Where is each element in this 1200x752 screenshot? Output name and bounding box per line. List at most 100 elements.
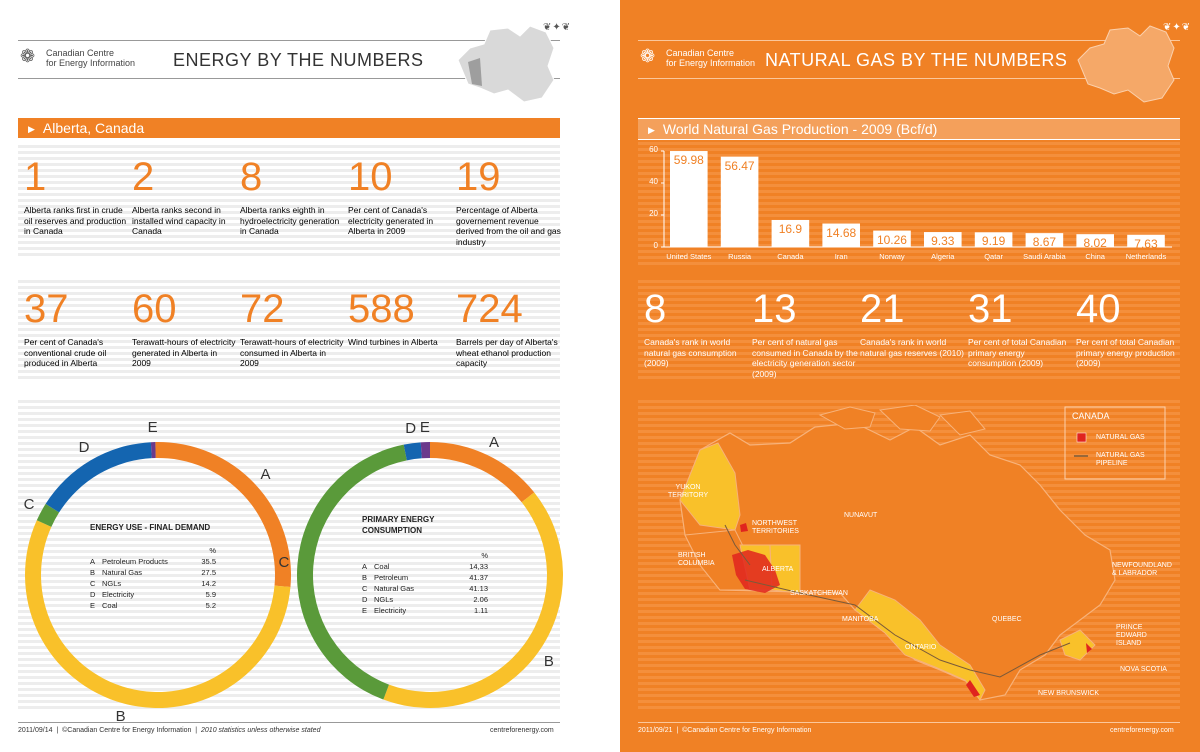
donut-segment-e bbox=[150, 442, 156, 459]
row-key: A bbox=[90, 557, 96, 566]
gas-stat-item: 21 Canada's rank in world natural gas res… bbox=[860, 287, 966, 358]
stat-number: 19 bbox=[456, 155, 501, 199]
stat-description: Barrels per day of Alberta's wheat ethan… bbox=[456, 337, 558, 368]
row-label: Electricity bbox=[102, 590, 135, 599]
bar-value-label: 10.26 bbox=[876, 232, 907, 247]
stat-description: Per cent of Canada's conventional crude … bbox=[24, 337, 107, 368]
table-row: B Natural Gas 27.5 bbox=[90, 567, 216, 578]
stat-number: 37 bbox=[24, 287, 69, 331]
stat-item: 37 Per cent of Canada's conventional crud… bbox=[24, 287, 130, 369]
donut-segment-label: E bbox=[147, 419, 158, 437]
row-label: Coal bbox=[102, 601, 118, 610]
natural-gas-page: ❦✦❦ ❁ Canadian Centre for Energy Informat… bbox=[620, 0, 1200, 752]
row-key: A bbox=[362, 562, 368, 571]
row-key: B bbox=[362, 573, 368, 582]
table-header-row: % bbox=[90, 545, 216, 556]
stat-item: 8 Alberta ranks eighth in hydroelectricit… bbox=[240, 155, 346, 237]
stat-number: 2 bbox=[132, 155, 155, 199]
section-header-world-gas: ▶ World Natural Gas Production - 2009 (Bc… bbox=[638, 118, 1180, 140]
row-value: 5.9 bbox=[205, 590, 216, 599]
stat-description: Canada's rank in world natural gas reser… bbox=[860, 337, 964, 358]
table-row: C NGLs 14.2 bbox=[90, 578, 216, 589]
row-label: Electricity bbox=[374, 606, 407, 615]
stat-description: Terawatt-hours of electricity consumed i… bbox=[240, 337, 344, 368]
bar bbox=[670, 151, 708, 247]
row-key: E bbox=[362, 606, 368, 615]
map-gas-fields bbox=[732, 550, 780, 593]
bar-value-label: 56.47 bbox=[724, 158, 755, 173]
row-value: 14.2 bbox=[201, 579, 216, 588]
gas-stats-row bbox=[638, 280, 1180, 380]
stat-number: 588 bbox=[348, 287, 415, 331]
section-title: World Natural Gas Production - 2009 (Bcf… bbox=[662, 121, 938, 137]
category-label: United States bbox=[666, 252, 712, 261]
table-title: ENERGY USE - FINAL DEMAND bbox=[90, 523, 211, 532]
stat-item: 19 Percentage of Alberta governement reve… bbox=[456, 155, 562, 247]
row-value: 14,33 bbox=[469, 562, 488, 571]
category-label: Netherlands bbox=[1125, 252, 1167, 261]
bar bbox=[1025, 233, 1064, 247]
org-name-line2: for Energy Information bbox=[46, 58, 136, 68]
stat-description: Per cent of total Canadian primary energ… bbox=[1076, 337, 1175, 368]
stat-number: 72 bbox=[240, 287, 285, 331]
stat-description: Wind turbines in Alberta bbox=[348, 337, 438, 347]
stat-number: 31 bbox=[968, 287, 1013, 331]
row-value: 5.2 bbox=[205, 601, 216, 610]
bar-value-label: 14.68 bbox=[826, 225, 857, 240]
row-value: 2.06 bbox=[473, 595, 488, 604]
table-row: B Petroleum 41.37 bbox=[362, 572, 488, 583]
donut-segment-c bbox=[297, 444, 407, 700]
stat-number: 8 bbox=[644, 287, 667, 331]
donut-segment-label: B bbox=[543, 652, 554, 670]
footer-url[interactable]: centreforenergy.com bbox=[1110, 727, 1174, 734]
donut-segment-label: B bbox=[115, 708, 126, 726]
stat-item: 1 Alberta ranks first in crude oil reserv… bbox=[24, 155, 130, 237]
footer-left: 2011/09/14 | ©Canadian Centre for Energy… bbox=[18, 727, 321, 734]
donut-segment-label: E bbox=[419, 419, 430, 437]
header-rule-top bbox=[18, 40, 560, 41]
legend-gas-swatch bbox=[1076, 432, 1087, 443]
donut-segment-c bbox=[36, 503, 60, 527]
bar-value-label: 9.19 bbox=[981, 234, 1006, 249]
legend-gas-label: NATURAL GAS bbox=[1096, 434, 1145, 441]
stat-number: 1 bbox=[24, 155, 47, 199]
stat-description: Alberta ranks second in installed wind c… bbox=[132, 205, 226, 236]
map-pipelines bbox=[744, 579, 1071, 678]
stat-number: 8 bbox=[240, 155, 263, 199]
donut-segment-d bbox=[45, 442, 152, 513]
stats-row-2 bbox=[18, 280, 560, 380]
header-rule-bottom bbox=[18, 78, 560, 79]
donut-segment-b bbox=[383, 492, 563, 708]
stat-description: Per cent of Canada's electricity generat… bbox=[348, 205, 434, 236]
bar bbox=[1127, 234, 1165, 247]
table-unit: % bbox=[209, 546, 216, 555]
category-label: Algeria bbox=[931, 252, 955, 261]
category-label: China bbox=[1085, 252, 1105, 261]
table-row: E Coal 5.2 bbox=[90, 600, 216, 611]
map-label-manitoba: MANITOBA bbox=[842, 616, 879, 623]
stat-description: Per cent of total Canadian primary energ… bbox=[968, 337, 1067, 368]
row-value: 1.11 bbox=[473, 606, 488, 615]
section-header-alberta: ▶ Alberta, Canada bbox=[18, 118, 560, 138]
y-tick-label: 40 bbox=[649, 177, 658, 186]
energy-page: ❦✦❦ ❁ Canadian Centre for Energy Informat… bbox=[18, 22, 571, 734]
row-value: 35.5 bbox=[201, 557, 216, 566]
map-label-quebec: QUEBEC bbox=[992, 616, 1022, 623]
table-row: D Electricity 5.9 bbox=[90, 589, 216, 600]
category-label: Iran bbox=[834, 252, 848, 261]
bar bbox=[1076, 234, 1114, 247]
canada-map-thumbnail bbox=[457, 25, 555, 103]
map-yukon bbox=[679, 442, 741, 531]
footer-copyright: ©Canadian Centre for Energy Information bbox=[62, 727, 192, 734]
donut-primary-energy bbox=[297, 442, 563, 708]
footer-url[interactable]: centreforenergy.com bbox=[490, 727, 554, 734]
row-label: Petroleum bbox=[374, 573, 409, 582]
stat-number: 21 bbox=[860, 287, 905, 331]
map-label-nwt: NORTHWEST TERRITORIES bbox=[752, 520, 799, 535]
row-label: Natural Gas bbox=[102, 568, 143, 577]
bar-value-label: 59.98 bbox=[673, 153, 704, 168]
stats-row-1 bbox=[18, 145, 560, 257]
stat-description: Percentage of Alberta governement revenu… bbox=[456, 205, 561, 247]
stat-description: Alberta ranks eighth in hydroelectricity… bbox=[240, 205, 340, 236]
stat-item: 10 Per cent of Canada's electricity gener… bbox=[348, 155, 454, 237]
